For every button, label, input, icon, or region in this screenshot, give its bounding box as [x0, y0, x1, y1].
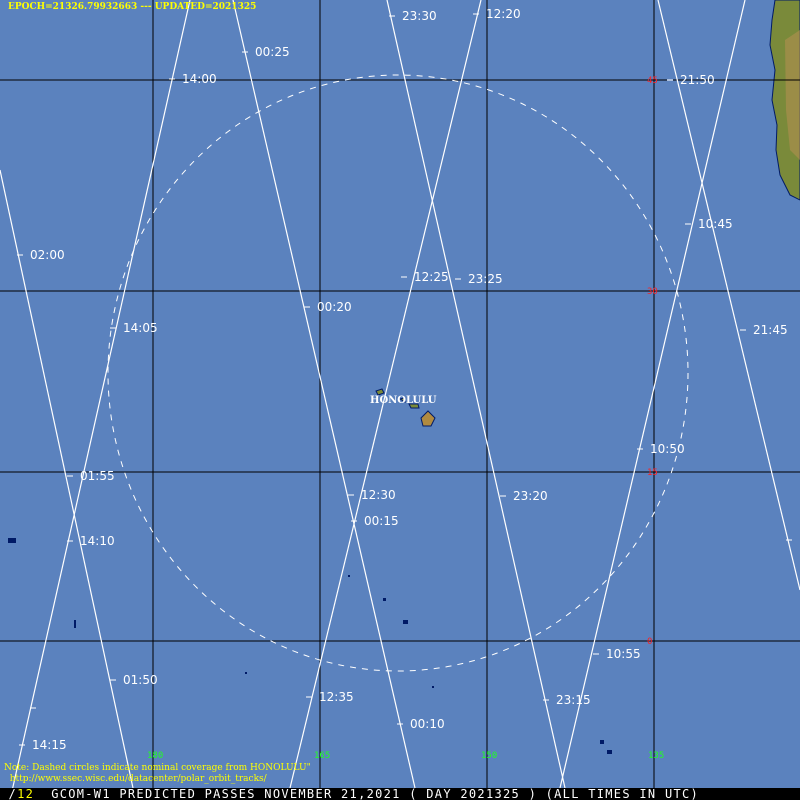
orbit-track	[9, 0, 191, 800]
pass-time-label: 14:05	[123, 321, 158, 335]
pass-time-label: 00:10	[410, 717, 445, 731]
orbit-track	[232, 0, 416, 789]
pass-time-label: 14:15	[32, 738, 67, 752]
pass-time-label: 10:45	[698, 217, 733, 231]
pass-time-label: 12:20	[486, 7, 521, 21]
pass-time-label: 00:15	[364, 514, 399, 528]
orbit-track	[559, 0, 746, 789]
terrain-shade	[785, 30, 800, 160]
station-label: HONOLULU	[370, 395, 437, 406]
longitude-label: 180	[147, 751, 163, 761]
note-url: http://www.ssec.wisc.edu/datacenter/pola…	[4, 774, 267, 784]
pass-time-label: 10:50	[650, 442, 685, 456]
header-separator: ---	[137, 2, 155, 12]
updated-text: UPDATED=2021325	[154, 2, 257, 12]
longitude-label: 165	[314, 751, 330, 761]
pass-time-label: 02:00	[30, 248, 65, 262]
orbit-track	[657, 0, 800, 591]
pass-time-label: 23:20	[513, 489, 548, 503]
pass-time-label: 12:25	[414, 270, 449, 284]
pass-time-label: 23:25	[468, 272, 503, 286]
latitude-label: 30	[647, 287, 658, 297]
pass-time-label: 10:55	[606, 647, 641, 661]
footer-title: GCOM-W1 PREDICTED PASSES NOVEMBER_21,202…	[51, 787, 700, 800]
pass-time-label: 21:45	[753, 323, 788, 337]
page-number: 12	[17, 787, 35, 800]
header: EPOCH=21326.79932663 --- UPDATED=2021325	[8, 2, 256, 12]
pass-time-label: 23:15	[556, 693, 591, 707]
latitude-label: 45	[647, 76, 658, 86]
pass-time-label: 00:20	[317, 300, 352, 314]
small-islands	[8, 538, 612, 754]
coverage-circle	[107, 74, 689, 672]
epoch-text: EPOCH=21326.79932663	[8, 2, 138, 12]
pass-time-label: 23:30	[402, 9, 437, 23]
coverage-note: Note: Dashed circles indicate nominal co…	[4, 763, 311, 785]
pass-time-label: 12:30	[361, 488, 396, 502]
pass-time-label: 14:10	[80, 534, 115, 548]
footer-bar: /12 GCOM-W1 PREDICTED PASSES NOVEMBER_21…	[0, 788, 800, 800]
orbit-track	[386, 0, 566, 789]
orbit-track	[0, 169, 134, 789]
pass-time-label: 01:55	[80, 469, 115, 483]
pass-time-label: 12:35	[319, 690, 354, 704]
pass-time-label: 14:00	[182, 72, 217, 86]
pass-time-label: 21:50	[680, 73, 715, 87]
pass-time-label: 00:25	[255, 45, 290, 59]
pass-time-label: 01:50	[123, 673, 158, 687]
latitude-label: 0	[647, 637, 652, 647]
latitude-label: 15	[647, 468, 658, 478]
longitude-label: 150	[481, 751, 497, 761]
hawaiian-islands	[375, 388, 436, 427]
longitude-label: 135	[648, 751, 664, 761]
orbit-track	[289, 0, 482, 789]
note-line: Note: Dashed circles indicate nominal co…	[4, 763, 311, 773]
